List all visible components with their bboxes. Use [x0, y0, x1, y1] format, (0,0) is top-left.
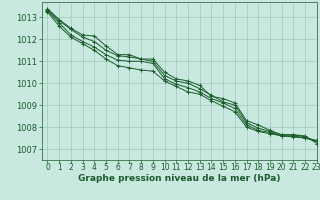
X-axis label: Graphe pression niveau de la mer (hPa): Graphe pression niveau de la mer (hPa)	[78, 174, 280, 183]
